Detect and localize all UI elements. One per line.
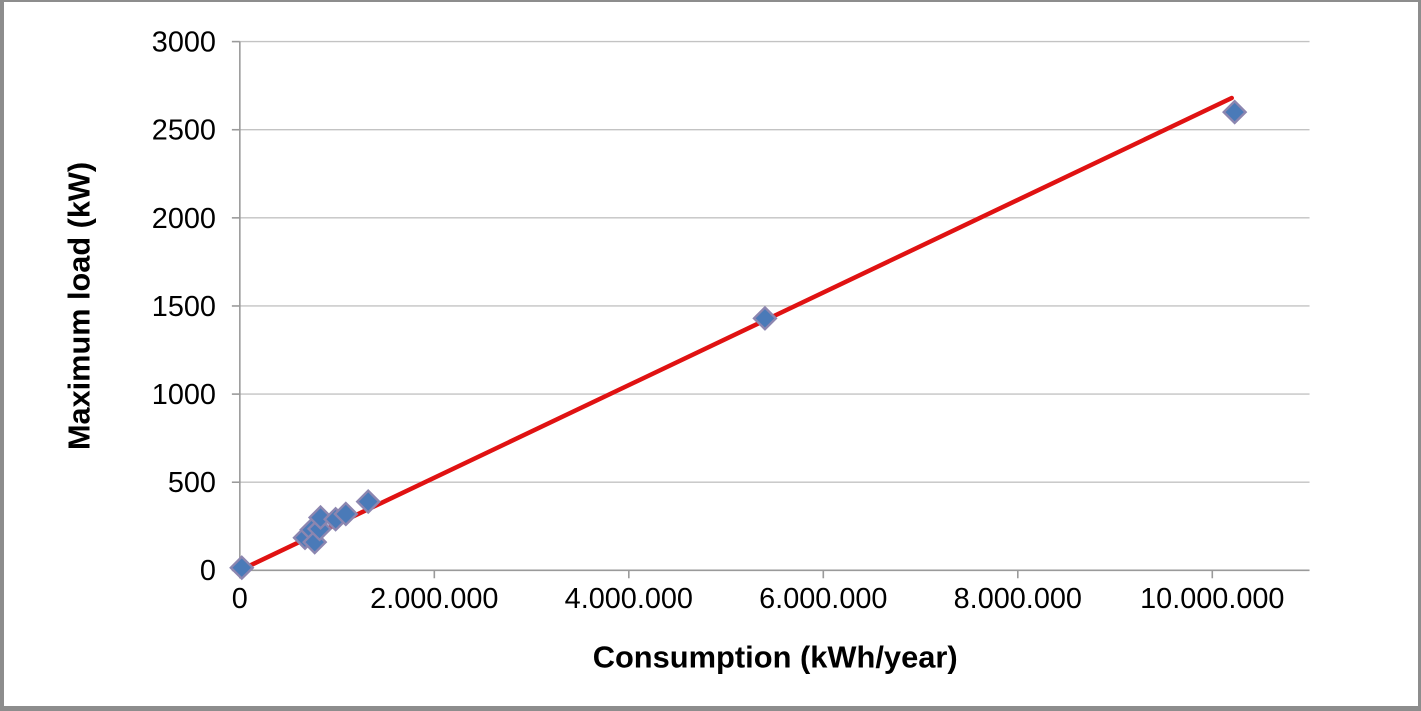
y-tick-label: 1000 bbox=[152, 379, 216, 411]
gridlines bbox=[239, 40, 1310, 483]
data-points-group bbox=[229, 99, 1248, 581]
tick-labels: 0 2.000.000 4.000.000 6.000.000 8.000.000 10.… bbox=[152, 27, 1285, 615]
scatter-chart: 0 2.000.000 4.000.000 6.000.000 8.000.000 10.… bbox=[62, 27, 1310, 674]
x-tick-label: 4.000.000 bbox=[565, 583, 693, 615]
x-tick-label: 8.000.000 bbox=[954, 583, 1082, 615]
x-axis-title: Consumption (kWh/year) bbox=[593, 639, 958, 674]
y-tick-label: 2000 bbox=[152, 203, 216, 235]
y-axis-title: Maximum load (kW) bbox=[62, 162, 97, 450]
y-tick-label: 1500 bbox=[152, 291, 216, 323]
axes bbox=[231, 40, 1310, 579]
data-point-marker[interactable] bbox=[307, 504, 334, 531]
x-tick-label: 6.000.000 bbox=[759, 583, 887, 615]
y-tick-label: 0 bbox=[200, 555, 216, 587]
data-point-marker[interactable] bbox=[752, 305, 778, 331]
data-point-marker[interactable] bbox=[229, 555, 255, 581]
x-tick-label: 10.000.000 bbox=[1140, 583, 1284, 615]
y-tick-label: 500 bbox=[168, 467, 216, 499]
y-tick-label: 3000 bbox=[152, 27, 216, 59]
data-point-marker[interactable] bbox=[355, 489, 381, 515]
trendline[interactable] bbox=[237, 95, 1234, 573]
x-tick-label: 2.000.000 bbox=[370, 583, 498, 615]
x-tick-label: 0 bbox=[232, 583, 248, 615]
y-tick-label: 2500 bbox=[152, 115, 216, 147]
data-point-marker[interactable] bbox=[333, 501, 359, 527]
data-point-marker[interactable] bbox=[1222, 99, 1248, 125]
trendline-group bbox=[237, 95, 1234, 573]
